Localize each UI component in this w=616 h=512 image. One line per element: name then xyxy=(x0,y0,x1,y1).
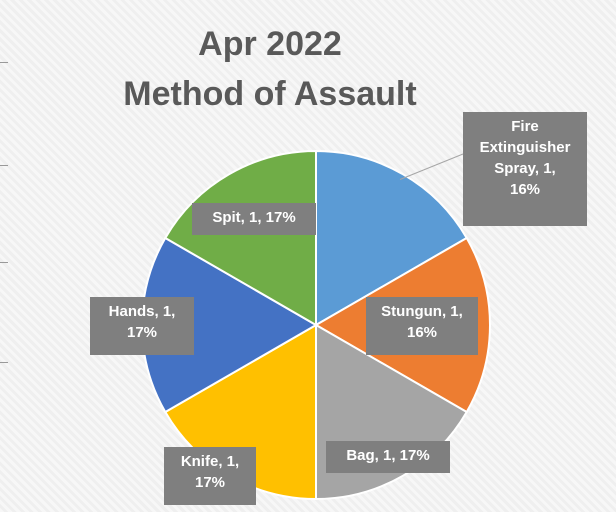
data-label-line: Hands, 1, xyxy=(108,303,176,320)
data-label-fire-extinguisher-spray: Fire Extinguisher Spray, 1, 16% xyxy=(463,112,587,226)
axis-tick xyxy=(0,62,8,63)
data-label-line: 16% xyxy=(406,324,438,341)
data-label-stungun: Stungun, 1, 16% xyxy=(366,297,478,355)
data-label-line: Spit, 1, 17% xyxy=(212,209,296,226)
data-label-line: Fire xyxy=(511,118,539,135)
data-label-line: 17% xyxy=(126,324,158,341)
data-label-line: Stungun, 1, xyxy=(381,303,463,320)
data-label-line: Spray, 1, xyxy=(494,160,556,177)
data-label-line: Knife, 1, xyxy=(180,453,240,470)
data-label-bag: Bag, 1, 17% xyxy=(326,441,450,473)
data-label-knife: Knife, 1, 17% xyxy=(164,447,256,505)
axis-tick xyxy=(0,362,8,363)
leader-line xyxy=(399,153,464,180)
data-label-line: 17% xyxy=(194,474,226,491)
data-label-line: Extinguisher xyxy=(479,139,571,156)
pie-slice-spit xyxy=(163,149,317,327)
data-label-line: Bag, 1, 17% xyxy=(346,447,430,464)
chart-title-line-1: Apr 2022 xyxy=(198,25,342,63)
pie-slice-fire-extinguisher-spray xyxy=(315,149,469,327)
data-label-line: 16% xyxy=(509,181,541,198)
axis-tick xyxy=(0,262,8,263)
data-label-spit: Spit, 1, 17% xyxy=(192,203,316,235)
chart-title-line-2: Method of Assault xyxy=(123,75,417,113)
axis-tick xyxy=(0,165,8,166)
data-label-hands: Hands, 1, 17% xyxy=(90,297,194,355)
